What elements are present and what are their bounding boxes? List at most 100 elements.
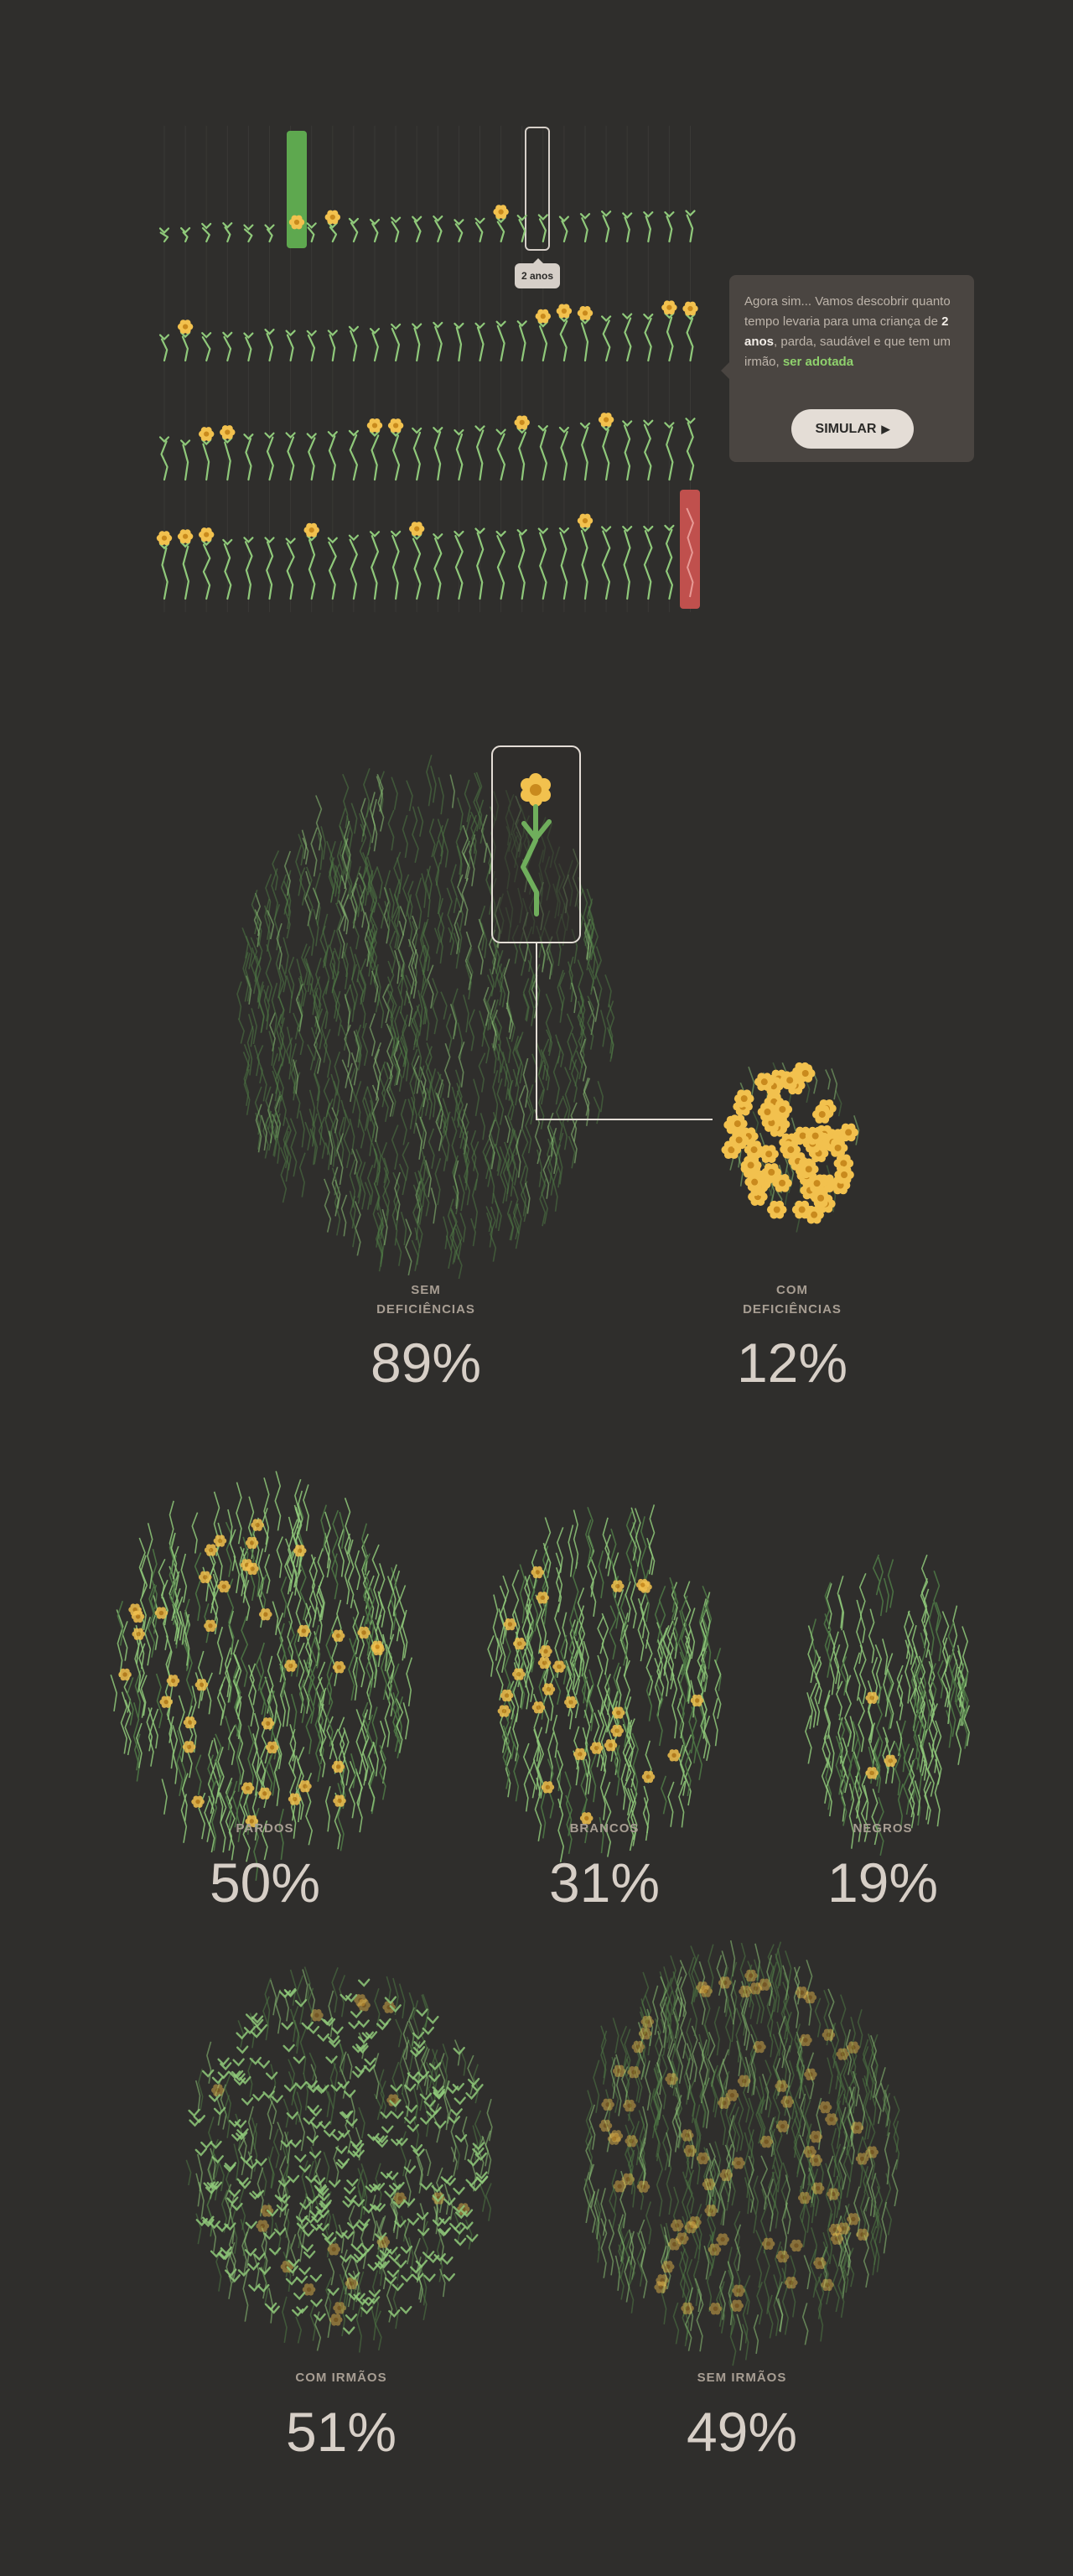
blob-com-irmaos — [185, 1966, 493, 2353]
flower-icon — [865, 1767, 879, 1779]
flower-icon — [855, 2153, 869, 2165]
flower-icon — [796, 1158, 816, 1176]
flower-icon — [790, 2239, 803, 2252]
flower-icon — [654, 2281, 668, 2293]
flower-icon — [536, 1592, 550, 1604]
flower-icon — [817, 1132, 837, 1151]
flower-icon — [610, 1724, 624, 1737]
flower-icon — [837, 2222, 851, 2235]
flower-icon — [847, 2041, 860, 2054]
flower-icon — [795, 1986, 809, 1999]
blob-sem-deficiencias — [236, 755, 615, 1280]
flower-icon — [635, 1578, 650, 1592]
flower-icon — [154, 1607, 168, 1619]
flower-icon — [784, 2276, 798, 2289]
flower-icon — [324, 210, 340, 225]
flower-icon — [156, 531, 173, 546]
flower-icon — [772, 1100, 793, 1119]
flower-icon — [376, 2236, 391, 2248]
flower-icon — [493, 205, 509, 220]
flower-icon — [288, 1793, 302, 1805]
flower-icon — [177, 319, 194, 334]
group-percentage: 49% — [686, 2401, 798, 2463]
group-label: PARDOS — [236, 1821, 294, 1836]
flower-icon — [366, 418, 383, 433]
flower-icon — [788, 1152, 808, 1171]
flower-icon — [684, 2220, 697, 2234]
flower-icon — [261, 1717, 275, 1730]
flower-icon — [754, 1170, 774, 1189]
flower-icon — [750, 1173, 771, 1192]
flower-icon — [811, 1188, 831, 1208]
highlight-frame[interactable] — [525, 127, 550, 251]
group-label: BRANCOS — [569, 1821, 640, 1836]
flower-icon — [702, 2178, 716, 2191]
flower-icon — [744, 1969, 758, 1982]
flower-icon — [213, 1535, 227, 1547]
flower-icon — [803, 2145, 816, 2158]
flower-icon — [382, 2001, 396, 2013]
flower-icon — [183, 1716, 197, 1729]
flower-icon — [198, 1571, 212, 1584]
flower-icon — [758, 1978, 771, 1991]
flower-icon — [204, 1544, 218, 1556]
flower-icon — [329, 2314, 343, 2326]
popup-age: 2 anos — [744, 314, 949, 349]
simular-button[interactable]: SIMULAR ▶ — [791, 409, 914, 449]
blob-com-deficiencias — [721, 1062, 860, 1233]
flower-icon — [761, 1114, 782, 1132]
simulation-popup: Agora sim... Vamos descobrir quanto temp… — [721, 275, 974, 462]
flower-icon — [332, 1661, 346, 1674]
flower-icon — [667, 2238, 682, 2251]
flower-icon — [683, 2144, 697, 2158]
flower-icon — [539, 1645, 552, 1658]
flower-icon — [766, 1200, 787, 1219]
flower-icon — [811, 1105, 832, 1124]
flower-icon — [577, 513, 594, 528]
flower-icon — [792, 1062, 812, 1081]
flower-icon — [748, 1177, 769, 1197]
flower-icon — [785, 1076, 806, 1095]
flower-icon — [409, 522, 425, 537]
flower-icon — [754, 1072, 775, 1091]
flower-icon — [298, 1780, 312, 1793]
flower-icon — [258, 1608, 272, 1621]
flower-icon — [780, 2096, 794, 2108]
zoom-flower-icon — [521, 773, 551, 807]
group-percentage: 31% — [548, 1852, 661, 1914]
flower-icon — [497, 1705, 511, 1717]
flower-icon — [531, 1566, 545, 1579]
flower-icon — [816, 1099, 837, 1118]
flower-icon — [610, 1580, 625, 1592]
flower-icon — [740, 1159, 761, 1178]
flower-icon — [811, 2182, 825, 2194]
flower-icon — [564, 1696, 578, 1709]
flower-icon — [798, 1160, 819, 1179]
flower-icon — [825, 2113, 838, 2126]
flower-icon — [721, 1140, 742, 1160]
flower-icon — [688, 2215, 702, 2229]
flower-icon — [775, 2080, 788, 2092]
flower-icon — [621, 2173, 635, 2186]
group-percentage: 89% — [370, 1332, 482, 1394]
end-marker — [680, 490, 700, 609]
flower-icon — [739, 1985, 752, 1998]
flower-icon — [667, 1749, 681, 1762]
flower-icon — [612, 2064, 626, 2077]
group-percentage: 19% — [827, 1852, 939, 1914]
flower-icon — [718, 1976, 732, 1989]
flower-icon — [327, 2243, 341, 2256]
group-label: SEM IRMÃOS — [697, 2371, 787, 2385]
flower-icon — [641, 1770, 656, 1784]
flower-icon — [772, 1174, 792, 1192]
flower-icon — [661, 300, 677, 315]
flower-icon — [333, 1794, 346, 1807]
flower-icon — [670, 2219, 684, 2232]
flower-icon — [805, 1126, 826, 1145]
flower-icon — [802, 1134, 823, 1153]
flower-icon — [800, 1181, 820, 1200]
flower-icon — [556, 304, 573, 319]
flower-icon — [204, 1619, 217, 1633]
flower-icon — [680, 2129, 694, 2142]
flower-icon — [665, 2073, 678, 2085]
